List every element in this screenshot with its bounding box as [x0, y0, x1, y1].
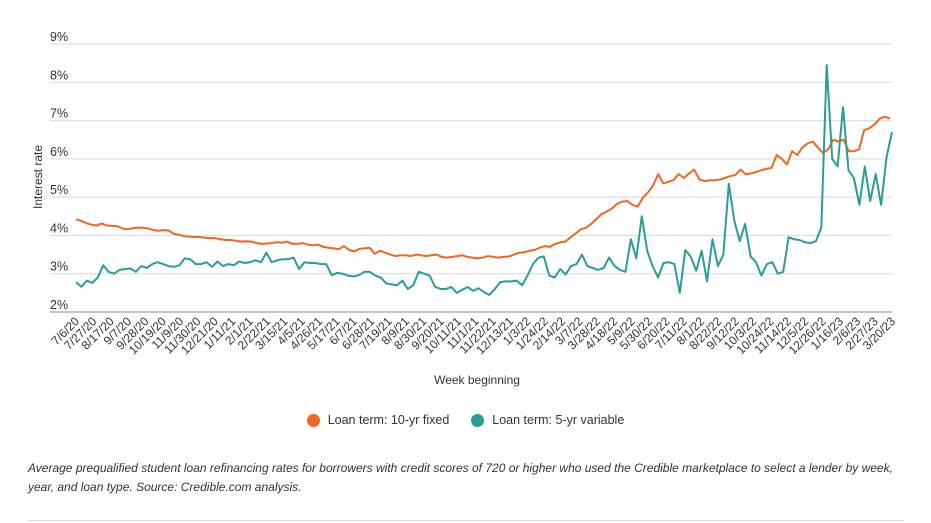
series-lines: [75, 64, 893, 296]
series-line-10yr-fixed: [75, 115, 891, 260]
legend-label-5yr-variable: Loan term: 5-yr variable: [492, 413, 625, 427]
y-tick-label: 8%: [50, 68, 68, 82]
series-line-5yr-variable: [75, 64, 893, 296]
bottom-divider: [28, 520, 904, 521]
y-tick-label: 7%: [50, 107, 68, 121]
y-tick-label: 6%: [50, 145, 68, 159]
legend-swatch-5yr-variable: [471, 413, 485, 427]
legend-swatch-10yr-fixed: [306, 413, 320, 427]
legend-label-10yr-fixed: Loan term: 10-yr fixed: [327, 413, 450, 427]
legend-item-10yr-fixed: Loan term: 10-yr fixed: [306, 413, 450, 427]
y-tick-label: 4%: [50, 221, 68, 235]
y-axis-tick-labels: 2% 3% 4% 5% 6% 7% 8% 9%: [50, 30, 68, 312]
x-axis-title: Week beginning: [434, 373, 520, 387]
y-tick-label: 9%: [50, 30, 68, 44]
y-tick-label: 2%: [50, 298, 68, 312]
gridlines: [50, 43, 892, 313]
x-axis-tick-labels: 7/6/207/27/208/17/209/7/209/28/2010/19/2…: [49, 314, 899, 357]
chart-legend: Loan term: 10-yr fixed Loan term: 5-yr v…: [0, 413, 931, 427]
y-tick-label: 3%: [50, 260, 68, 274]
legend-item-5yr-variable: Loan term: 5-yr variable: [471, 413, 624, 427]
y-tick-label: 5%: [50, 183, 68, 197]
y-axis-title: Interest rate: [31, 145, 45, 209]
chart-caption: Average prequalified student loan refina…: [28, 461, 893, 494]
